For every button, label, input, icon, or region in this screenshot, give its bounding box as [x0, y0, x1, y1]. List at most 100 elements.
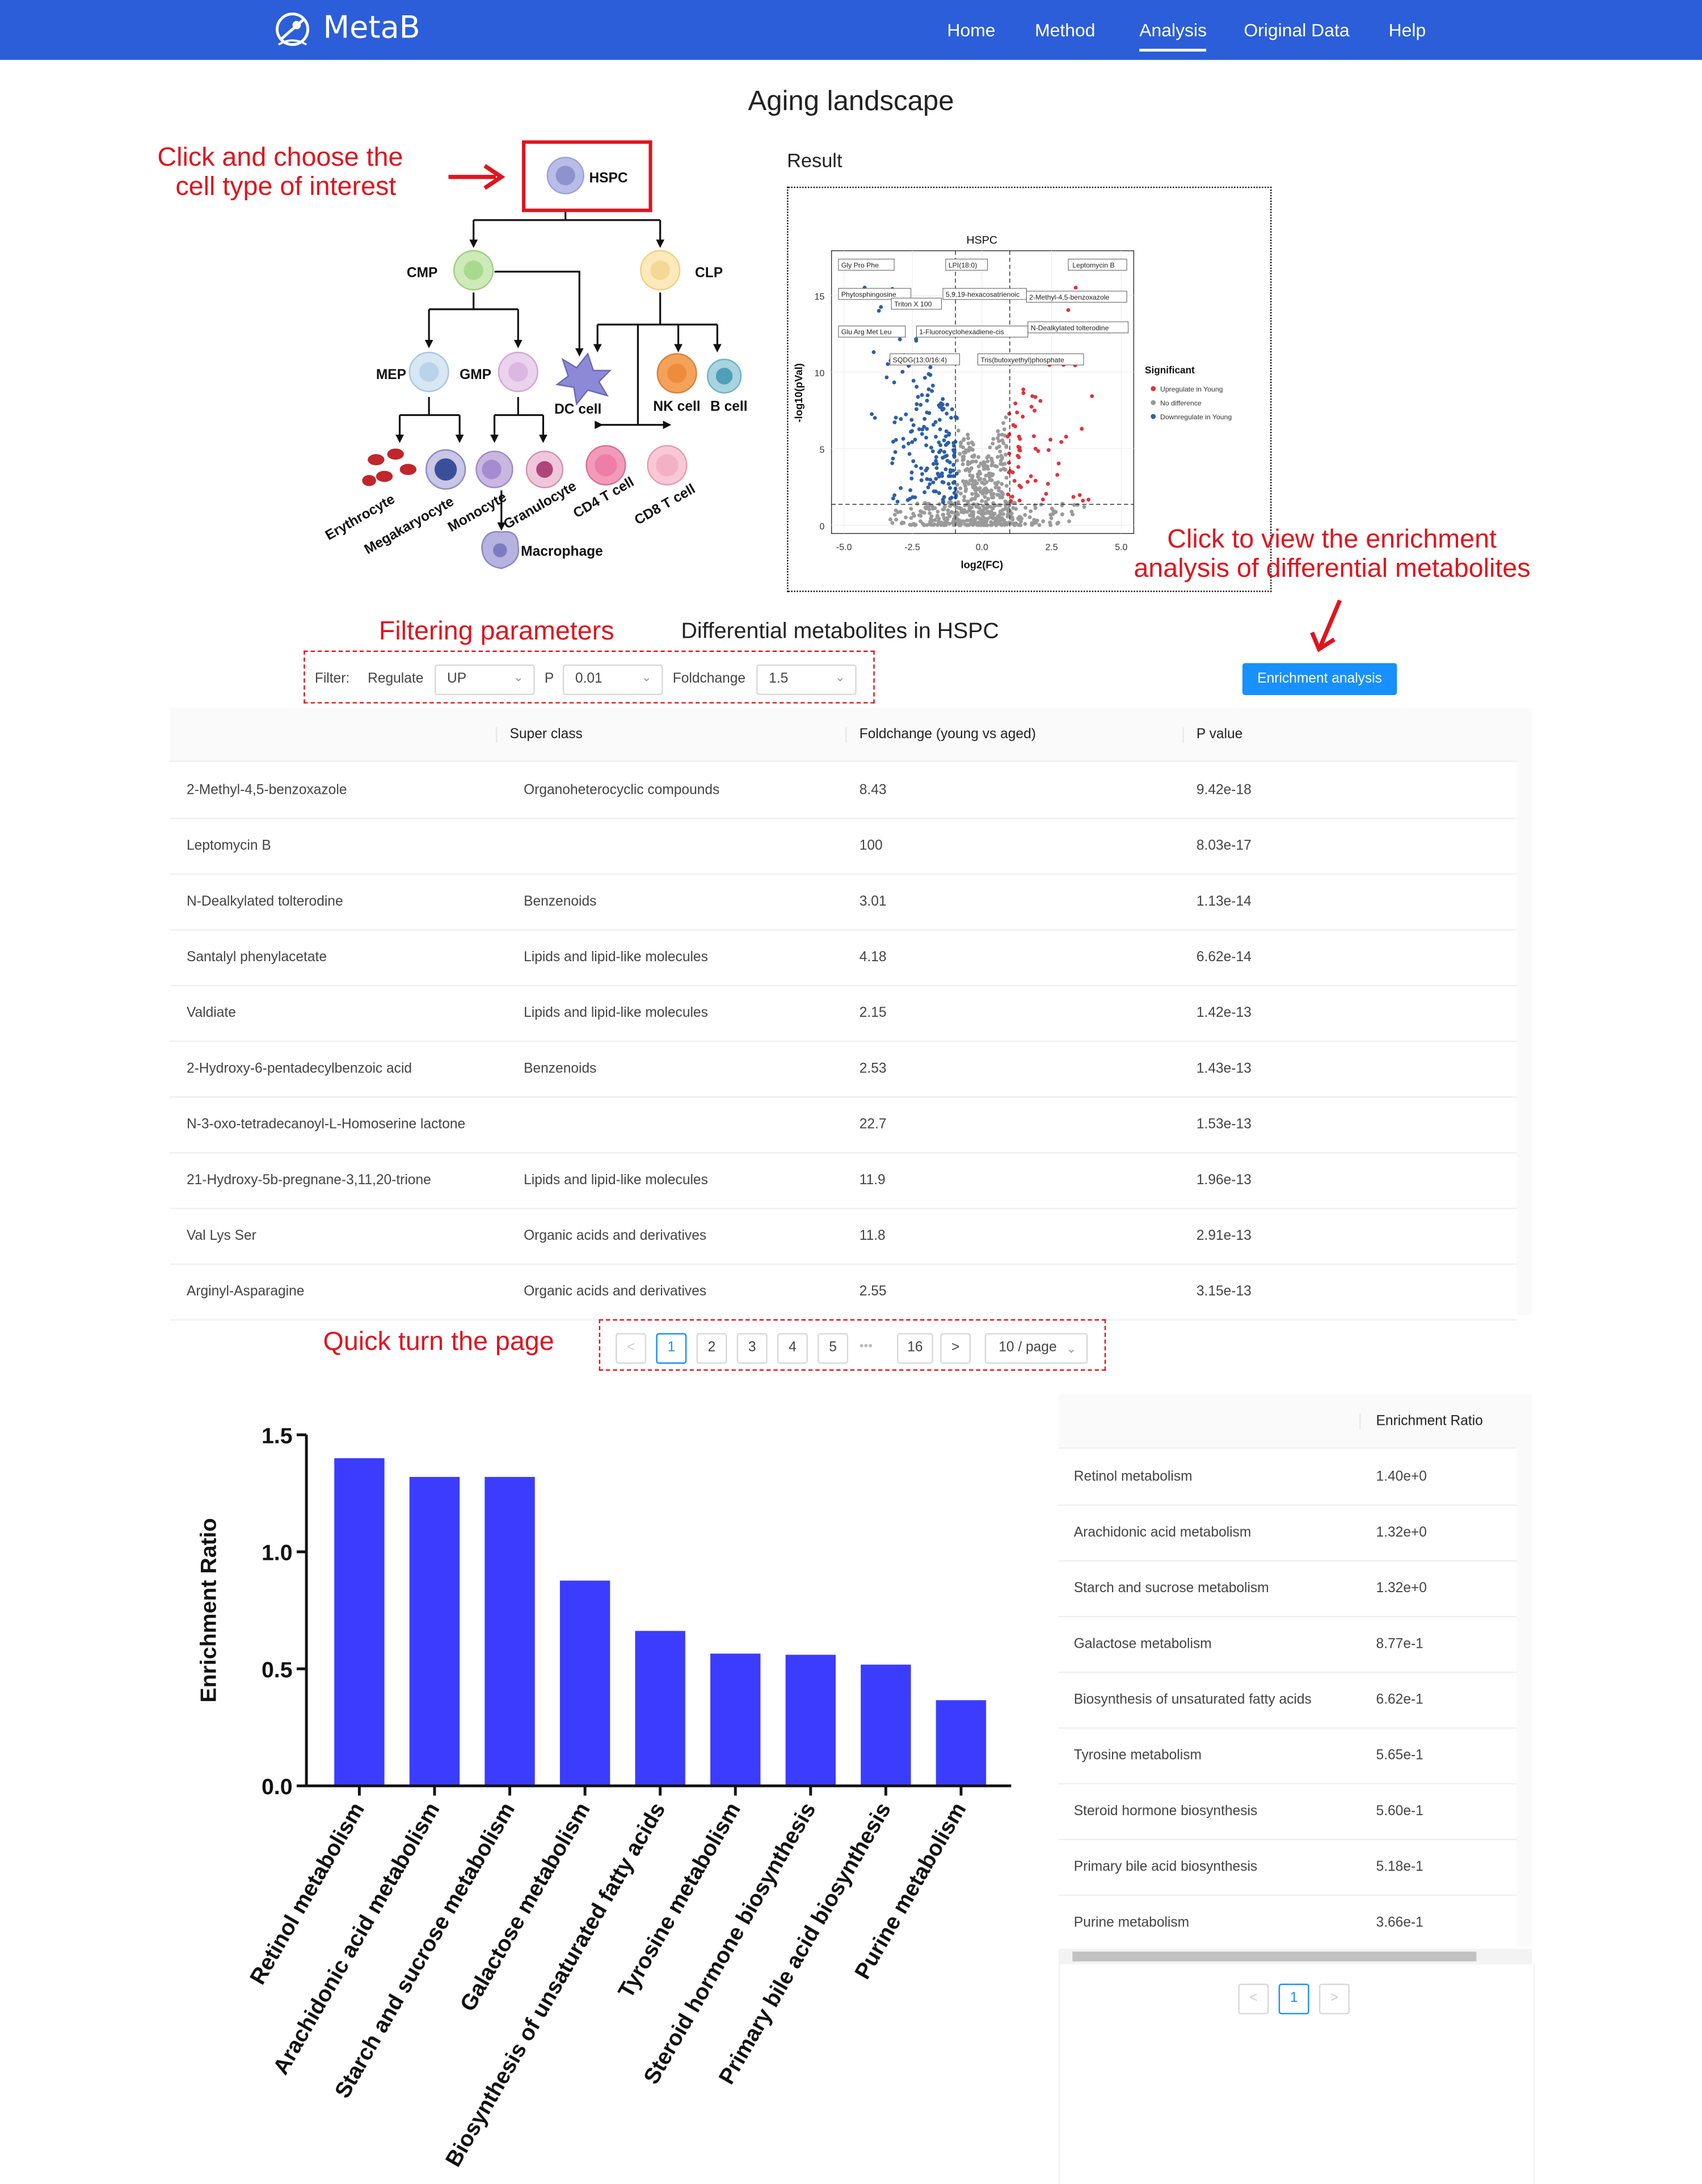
volcano-point	[1054, 510, 1058, 514]
foldchange: 8.43	[859, 782, 887, 798]
enrich-page-1-button[interactable]: 1	[1278, 1983, 1309, 2014]
enrich-next-page-button[interactable]: >	[1318, 1983, 1350, 2014]
page-1-button[interactable]: 1	[656, 1333, 687, 1364]
volcano-point	[945, 458, 950, 463]
cell-label-gmp[interactable]: GMP	[460, 367, 491, 382]
table-row[interactable]: Arachidonic acid metabolism 1.32e+0	[1058, 1504, 1517, 1562]
cell-label-mep[interactable]: MEP	[376, 367, 406, 382]
p-select[interactable]: 0.01 ⌄	[562, 664, 663, 696]
volcano-point	[894, 437, 898, 442]
pagination-highlight-box	[599, 1319, 1106, 1371]
bar[interactable]	[485, 1476, 535, 1786]
table-row[interactable]: Arginyl-Asparagine Organic acids and deri…	[170, 1264, 1517, 1321]
next-page-button[interactable]: >	[940, 1333, 971, 1364]
enrich-table-scrollbar-v[interactable]	[1516, 1394, 1532, 1946]
volcano-point	[968, 513, 972, 517]
page-16-button[interactable]: 16	[897, 1333, 933, 1364]
chevron-down-icon: ⌄	[513, 670, 524, 684]
page-2-button[interactable]: 2	[696, 1333, 727, 1364]
volcano-point	[991, 491, 996, 496]
volcano-point	[913, 437, 917, 442]
table-row[interactable]: Tyrosine metabolism 5.65e-1	[1058, 1727, 1517, 1785]
bar[interactable]	[334, 1458, 385, 1786]
bar[interactable]	[785, 1655, 836, 1786]
table-row[interactable]: 2-Methyl-4,5-benzoxazole Organoheterocycl…	[170, 762, 1517, 819]
volcano-title: HSPC	[967, 234, 998, 247]
table-row[interactable]: Valdiate Lipids and lipid-like molecules 2…	[170, 985, 1517, 1042]
table-row[interactable]: Primary bile acid biosynthesis 5.18e-1	[1058, 1839, 1517, 1896]
nav-help[interactable]: Help	[1388, 19, 1426, 41]
enrich-prev-page-button[interactable]: <	[1238, 1983, 1269, 2014]
foldchange-select[interactable]: 1.5 ⌄	[756, 664, 857, 696]
pathway-name: Tyrosine metabolism	[1073, 1748, 1202, 1764]
foldchange-label: Foldchange	[672, 671, 746, 687]
nav-original-data[interactable]: Original Data	[1244, 19, 1350, 41]
cell-label-b[interactable]: B cell	[710, 399, 748, 414]
point-label: 1-Fluorocyclohexadiene-cis	[919, 328, 1004, 336]
nav-analysis[interactable]: Analysis	[1139, 19, 1208, 52]
enrichment-ratio: 1.40e+0	[1376, 1470, 1427, 1486]
enrich-table-scrollbar-h[interactable]	[1058, 1949, 1532, 1964]
volcano-point	[912, 514, 916, 518]
table-row[interactable]: Biosynthesis of unsaturated fatty acids 6…	[1058, 1672, 1517, 1729]
cell-label-clp[interactable]: CLP	[695, 266, 723, 281]
bar[interactable]	[559, 1580, 610, 1786]
cell-label-cd8[interactable]: CD8 T cell	[632, 481, 698, 528]
volcano-point	[988, 445, 992, 449]
volcano-point	[937, 450, 941, 455]
cell-label-dc[interactable]: DC cell	[554, 402, 601, 417]
table-row[interactable]: Galactose metabolism 8.77e-1	[1058, 1616, 1517, 1673]
volcano-point	[970, 518, 975, 523]
page-3-button[interactable]: 3	[736, 1333, 768, 1364]
bar[interactable]	[936, 1700, 987, 1786]
volcano-point	[943, 467, 948, 472]
page-size-select[interactable]: 10 / page ⌄	[984, 1333, 1088, 1364]
volcano-point	[977, 478, 981, 482]
nav-method[interactable]: Method	[1035, 19, 1096, 41]
metab-table-scrollbar[interactable]	[1516, 708, 1532, 1315]
volcano-point	[970, 440, 974, 445]
brand-name[interactable]: MetaB	[323, 11, 420, 47]
volcano-point	[1033, 478, 1038, 483]
table-row[interactable]: 2-Hydroxy-6-pentadecylbenzoic acid Benzen…	[170, 1041, 1517, 1098]
table-row[interactable]: Starch and sucrose metabolism 1.32e+0	[1058, 1560, 1517, 1618]
cell-label-hspc[interactable]: HSPC	[589, 171, 627, 186]
enrichment-analysis-button[interactable]: Enrichment analysis	[1242, 663, 1397, 696]
scrollbar-thumb[interactable]	[1072, 1951, 1477, 1962]
table-row[interactable]: Purine metabolism 3.66e-1	[1058, 1895, 1517, 1952]
cell-label-monocyte[interactable]: Monocyte	[445, 489, 509, 535]
point-label: SQDG(13:0/16:4)	[893, 356, 947, 364]
table-row[interactable]: Santalyl phenylacetate Lipids and lipid-l…	[170, 929, 1517, 987]
volcano-point	[990, 473, 995, 478]
metabolite-name: N-3-oxo-tetradecanoyl-L-Homoserine lacto…	[186, 1117, 466, 1133]
prev-page-button[interactable]: <	[616, 1333, 647, 1364]
page-5-button[interactable]: 5	[818, 1333, 849, 1364]
table-row[interactable]: Retinol metabolism 1.40e+0	[1058, 1449, 1517, 1506]
nav-home[interactable]: Home	[947, 19, 996, 41]
bar[interactable]	[409, 1476, 460, 1786]
volcano-point	[937, 418, 942, 422]
cell-label-nk[interactable]: NK cell	[653, 399, 700, 414]
table-row[interactable]: N-3-oxo-tetradecanoyl-L-Homoserine lacto…	[170, 1096, 1517, 1154]
bar[interactable]	[861, 1664, 911, 1786]
volcano-point	[960, 462, 965, 466]
volcano-point	[1004, 415, 1008, 419]
cell-label-macrophage[interactable]: Macrophage	[521, 544, 603, 559]
table-row[interactable]: N-Dealkylated tolterodine Benzenoids 3.01 1…	[170, 873, 1517, 931]
volcano-point	[934, 461, 939, 466]
table-row[interactable]: Steroid hormone biosynthesis 5.60e-1	[1058, 1783, 1517, 1841]
volcano-point	[999, 453, 1004, 458]
cell-label-cmp[interactable]: CMP	[407, 266, 438, 281]
table-row[interactable]: Leptomycin B 100 8.03e-17	[170, 818, 1517, 875]
bar[interactable]	[635, 1631, 685, 1786]
bar[interactable]	[710, 1653, 761, 1786]
volcano-point	[919, 402, 923, 407]
regulate-select[interactable]: UP ⌄	[434, 664, 535, 696]
pagination-ellipsis[interactable]: •••	[859, 1339, 873, 1353]
table-row[interactable]: Val Lys Ser Organic acids and derivatives…	[170, 1207, 1517, 1265]
page-4-button[interactable]: 4	[777, 1333, 808, 1364]
table-row[interactable]: 21-Hydroxy-5b-pregnane-3,11,20-trione Lip…	[170, 1152, 1517, 1209]
legend-dot-down	[1151, 414, 1156, 419]
volcano-point	[892, 512, 897, 517]
volcano-point	[979, 490, 983, 494]
